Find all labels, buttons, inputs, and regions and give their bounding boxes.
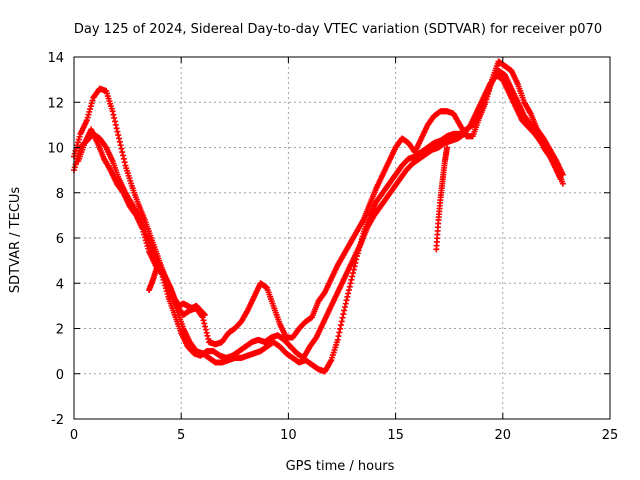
data-point (83, 117, 90, 124)
data-point (87, 106, 94, 113)
data-point (145, 245, 152, 252)
data-point (109, 108, 116, 115)
x-tick-label: 25 (602, 428, 619, 443)
data-point (76, 133, 83, 140)
data-point (85, 111, 92, 118)
series-trace-c (75, 72, 564, 361)
y-tick-label: 10 (47, 142, 64, 157)
data-point (115, 132, 122, 139)
data-point (342, 300, 349, 307)
data-point (117, 142, 124, 149)
data-point (75, 139, 82, 146)
data-point (201, 320, 208, 327)
data-point (110, 111, 117, 118)
data-point (71, 150, 78, 157)
y-tick-label: 12 (47, 96, 64, 111)
data-point (338, 318, 345, 325)
data-point (116, 135, 123, 142)
data-point (139, 225, 146, 232)
data-point (340, 311, 347, 318)
data-point (205, 335, 212, 342)
data-point (345, 287, 352, 294)
x-tick-label: 5 (177, 428, 185, 443)
data-point (557, 176, 564, 183)
data-point (116, 138, 123, 145)
data-point (200, 317, 207, 324)
y-tick-label: 4 (56, 277, 64, 292)
data-point (339, 314, 346, 321)
y-tick-label: 2 (56, 323, 64, 338)
x-tick-label: 20 (495, 428, 512, 443)
data-point (203, 329, 210, 336)
data-point (89, 97, 96, 104)
data-point (201, 311, 208, 318)
data-point (348, 276, 355, 283)
y-tick-label: 0 (56, 368, 64, 383)
data-point (337, 325, 344, 332)
data-point (75, 136, 82, 143)
data-point (121, 159, 128, 166)
data-point (337, 322, 344, 329)
data-point (88, 100, 95, 107)
data-point (349, 273, 356, 280)
data-point (114, 128, 121, 135)
data-point (350, 266, 357, 273)
data-point (335, 333, 342, 340)
data-point (120, 155, 127, 162)
data-point (113, 125, 120, 132)
data-point (202, 323, 209, 330)
data-point (112, 118, 119, 125)
data-point (344, 293, 351, 300)
y-tick-label: 14 (47, 51, 64, 66)
y-axis-label: SDTVAR / TECUs (8, 187, 23, 294)
y-tick-label: -2 (51, 413, 64, 428)
data-point (347, 280, 354, 287)
data-point (84, 114, 91, 121)
data-point (336, 329, 343, 336)
data-point (71, 164, 78, 171)
series-trace-e (433, 144, 451, 253)
data-point (142, 237, 149, 244)
data-point (143, 240, 150, 247)
data-point (334, 336, 341, 343)
data-point (87, 103, 94, 110)
x-tick-label: 10 (280, 428, 297, 443)
x-tick-label: 0 (70, 428, 78, 443)
data-point (345, 290, 352, 297)
data-point (559, 180, 566, 187)
axis-ticks: 0 5 10 15 20 25 -2 0 2 4 6 8 10 12 14 (47, 51, 618, 443)
data-point (144, 242, 151, 249)
chart-title: Day 125 of 2024, Sidereal Day-to-day VTE… (74, 22, 602, 37)
data-point (118, 145, 125, 152)
data-point (202, 326, 209, 333)
x-axis-label: GPS time / hours (286, 459, 395, 474)
data-point (444, 144, 451, 151)
data-point (112, 121, 119, 128)
y-tick-label: 8 (56, 187, 64, 202)
data-marks (71, 58, 566, 375)
data-point (142, 234, 149, 241)
x-tick-label: 15 (387, 428, 404, 443)
data-point (341, 304, 348, 311)
data-point (164, 290, 171, 297)
data-point (119, 149, 126, 156)
data-point (343, 297, 350, 304)
series-trace-d (146, 262, 208, 318)
data-point (346, 283, 353, 290)
y-tick-label: 6 (56, 232, 64, 247)
data-point (111, 115, 118, 122)
data-point (204, 332, 211, 339)
data-point (341, 307, 348, 314)
data-point (86, 108, 93, 115)
data-point (120, 152, 127, 159)
data-point (141, 231, 148, 238)
data-point (140, 228, 147, 235)
data-point (349, 270, 356, 277)
